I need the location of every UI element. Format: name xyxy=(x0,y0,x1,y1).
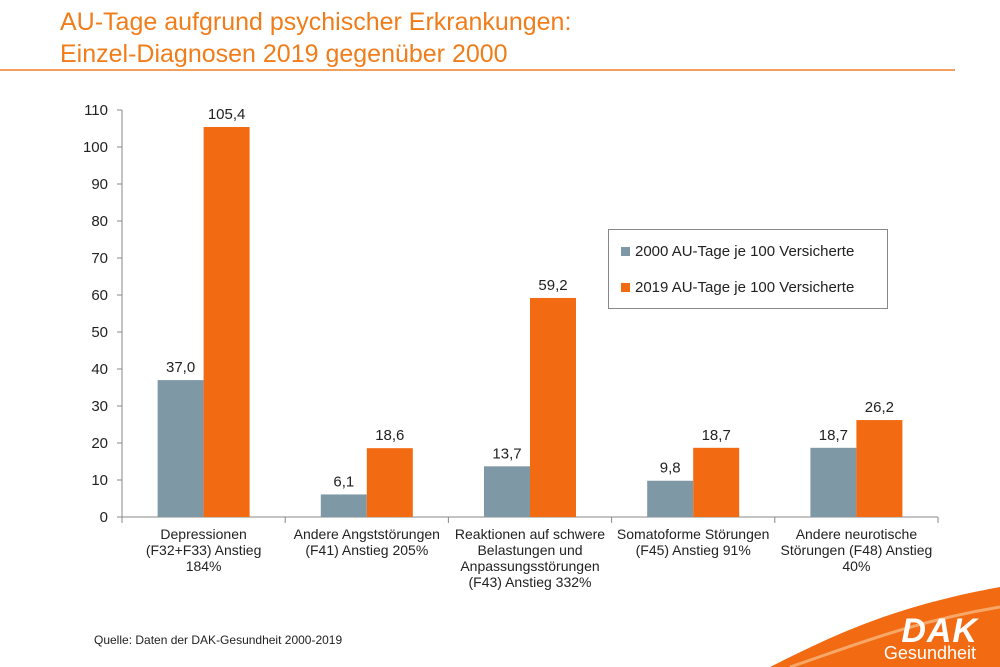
bar-2000 xyxy=(647,480,694,517)
y-tick-label: 30 xyxy=(91,398,108,415)
data-label: 18,6 xyxy=(375,427,404,444)
data-label: 13,7 xyxy=(492,445,521,462)
data-label: 6,1 xyxy=(333,473,354,490)
y-tick-label: 40 xyxy=(91,361,108,378)
legend-swatch-2019 xyxy=(621,283,630,292)
bar-2019 xyxy=(693,447,740,517)
x-category-label: Belastungen und xyxy=(477,542,582,558)
title-line-2: Einzel-Diagnosen 2019 gegenüber 2000 xyxy=(60,40,508,68)
bar-2019 xyxy=(530,297,576,517)
legend-label-2019: 2019 AU-Tage je 100 Versicherte xyxy=(635,279,855,296)
x-category-label: (F45) Anstieg 91% xyxy=(636,542,751,558)
data-label: 18,7 xyxy=(702,427,731,444)
source-note: Quelle: Daten der DAK-Gesundheit 2000-20… xyxy=(94,633,343,647)
bar-2000 xyxy=(810,447,857,517)
data-label: 105,4 xyxy=(208,106,246,123)
y-tick-label: 110 xyxy=(84,102,108,119)
data-label: 9,8 xyxy=(660,460,681,477)
data-label: 59,2 xyxy=(538,277,567,294)
x-category-label: Reaktionen auf schwere xyxy=(455,526,605,542)
x-category-label: Andere neurotische xyxy=(796,526,918,542)
x-category-label: Somatoforme Störungen xyxy=(617,526,770,542)
bar-2000 xyxy=(484,466,530,517)
y-tick-label: 90 xyxy=(91,176,108,193)
legend-item-2019: 2019 AU-Tage je 100 Versicherte xyxy=(621,279,854,296)
x-category-label: 184% xyxy=(186,558,222,574)
y-tick-label: 80 xyxy=(91,213,108,230)
x-category-label: (F32+F33) Anstieg xyxy=(146,542,262,558)
bar-2019 xyxy=(856,420,903,517)
y-tick-label: 20 xyxy=(91,435,108,452)
x-category-label: Störungen (F48) Anstieg xyxy=(781,542,933,558)
title-line-1: AU-Tage aufgrund psychischer Erkrankunge… xyxy=(60,8,572,36)
dak-logo: DAK xyxy=(901,612,978,650)
x-category-label: Anpassungsstörungen xyxy=(460,558,599,574)
y-tick-label: 50 xyxy=(91,324,108,341)
title-divider xyxy=(0,69,955,71)
chart-legend: 2000 AU-Tage je 100 Versicherte 2019 AU-… xyxy=(608,229,888,309)
logo-swoosh xyxy=(770,577,1000,667)
y-tick-label: 70 xyxy=(91,250,108,267)
x-category-label: (F41) Anstieg 205% xyxy=(305,542,428,558)
y-tick-label: 10 xyxy=(91,472,108,489)
x-category-label: Depressionen xyxy=(160,526,246,542)
x-category-label: (F43) Anstieg 332% xyxy=(469,574,592,590)
data-label: 26,2 xyxy=(865,399,894,416)
bar-2000 xyxy=(157,380,204,517)
chart-title: AU-Tage aufgrund psychischer Erkrankunge… xyxy=(60,6,571,70)
legend-item-2000: 2000 AU-Tage je 100 Versicherte xyxy=(621,243,854,260)
dak-logo-subtitle: Gesundheit xyxy=(883,643,976,663)
data-label: 37,0 xyxy=(166,359,195,376)
y-tick-label: 0 xyxy=(100,509,108,526)
y-tick-label: 60 xyxy=(91,287,108,304)
x-category-label: Andere Angststörungen xyxy=(294,526,440,542)
legend-swatch-2000 xyxy=(621,247,630,256)
x-category-label: 40% xyxy=(842,558,870,574)
data-label: 18,7 xyxy=(819,427,848,444)
y-tick-label: 100 xyxy=(83,139,108,156)
bar-2019 xyxy=(203,127,250,518)
bar-2000 xyxy=(320,494,367,517)
legend-label-2000: 2000 AU-Tage je 100 Versicherte xyxy=(635,243,855,260)
bar-2019 xyxy=(366,448,413,517)
